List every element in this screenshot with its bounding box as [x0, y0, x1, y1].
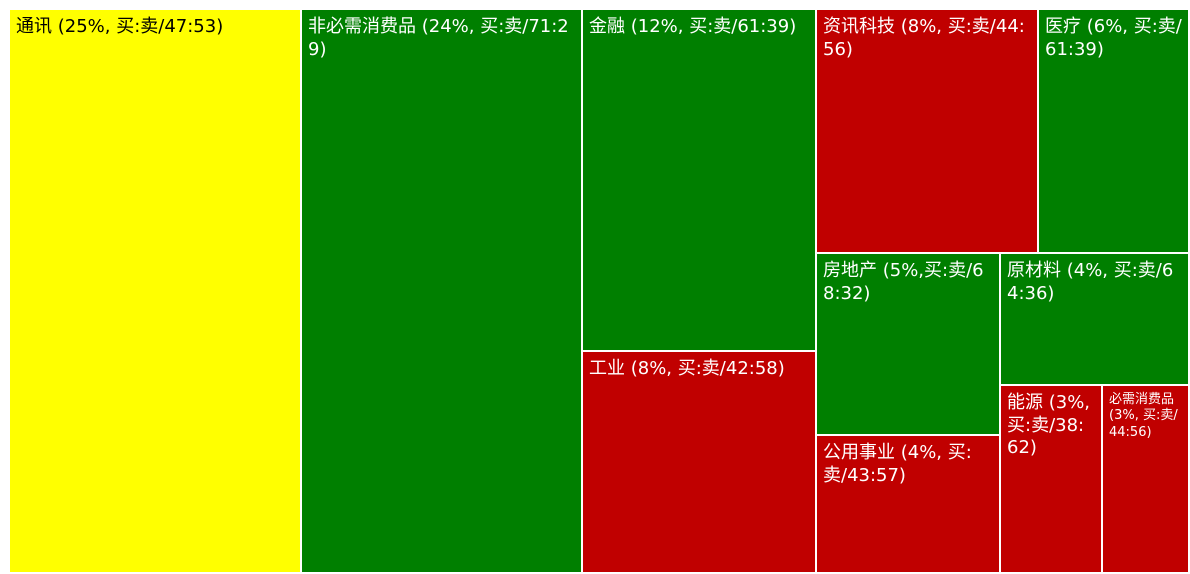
tile-label: 医疗 (6%, 买:卖/61:39) — [1045, 16, 1182, 60]
tile-utilities[interactable]: 公用事业 (4%, 买:卖/43:57) — [815, 434, 1001, 574]
tile-label: 原材料 (4%, 买:卖/64:36) — [1007, 260, 1174, 304]
tile-information-technology[interactable]: 资讯科技 (8%, 买:卖/44:56) — [815, 8, 1039, 254]
tile-financials[interactable]: 金融 (12%, 买:卖/61:39) — [581, 8, 817, 354]
tile-label: 能源 (3%, 买:卖/38:62) — [1007, 392, 1091, 458]
tile-label: 工业 (8%, 买:卖/42:58) — [589, 358, 785, 379]
tile-consumer-discretionary[interactable]: 非必需消费品 (24%, 买:卖/71:29) — [300, 8, 583, 574]
tile-healthcare[interactable]: 医疗 (6%, 买:卖/61:39) — [1037, 8, 1190, 254]
tile-label: 公用事业 (4%, 买:卖/43:57) — [823, 442, 972, 486]
tile-label: 通讯 (25%, 买:卖/47:53) — [16, 16, 224, 37]
tile-communications[interactable]: 通讯 (25%, 买:卖/47:53) — [8, 8, 302, 574]
tile-label: 房地产 (5%,买:卖/68:32) — [823, 260, 984, 304]
tile-consumer-staples[interactable]: 必需消费品 (3%, 买:卖/44:56) — [1101, 384, 1190, 574]
tile-industrials[interactable]: 工业 (8%, 买:卖/42:58) — [581, 350, 817, 574]
tile-label: 金融 (12%, 买:卖/61:39) — [589, 16, 797, 37]
tile-label: 资讯科技 (8%, 买:卖/44:56) — [823, 16, 1025, 60]
tile-energy[interactable]: 能源 (3%, 买:卖/38:62) — [999, 384, 1103, 574]
tile-materials[interactable]: 原材料 (4%, 买:卖/64:36) — [999, 252, 1190, 386]
tile-label: 必需消费品 (3%, 买:卖/44:56) — [1109, 392, 1178, 440]
tile-real-estate[interactable]: 房地产 (5%,买:卖/68:32) — [815, 252, 1001, 436]
tile-label: 非必需消费品 (24%, 买:卖/71:29) — [308, 16, 569, 60]
